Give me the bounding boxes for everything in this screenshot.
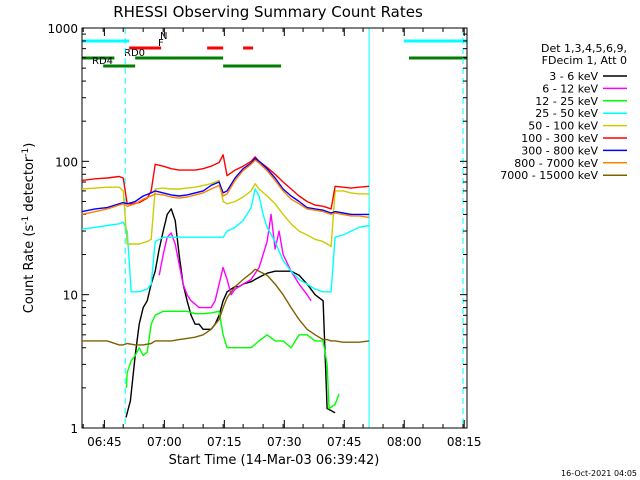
flag-label-f: F [158, 38, 164, 49]
legend-entry-label: 12 - 25 keV [535, 95, 598, 108]
series-line-3 [81, 188, 370, 293]
legend-entry-label: 100 - 300 keV [521, 132, 598, 145]
legend-header-2: FDecim 1, Att 0 [542, 54, 627, 67]
y-axis-label-sup1: -1 [21, 216, 31, 225]
x-tick-label: 08:15 [447, 435, 482, 449]
x-tick-label: 07:15 [207, 435, 242, 449]
y-tick-label: 1 [70, 422, 78, 436]
y-axis-label-sup2: -1 [21, 148, 31, 157]
x-tick-label: 08:00 [387, 435, 422, 449]
y-tick-label: 100 [55, 155, 78, 169]
y-axis-label-b: detector [22, 156, 37, 216]
flag-label-rd0: RD0 [124, 48, 145, 59]
flag-bars: NF RD0 RD4 [82, 31, 467, 68]
series-line-0 [125, 208, 336, 418]
x-tick-label: 07:45 [327, 435, 362, 449]
y-axis-label: Count Rate (s-1 detector-1) [21, 143, 37, 314]
flag-label-n: N [160, 31, 167, 42]
series-line-1 [158, 213, 312, 309]
series-line-8 [82, 268, 370, 346]
x-ticks: 06:45 07:00 07:15 07:30 07:45 08:00 08:15 [82, 28, 482, 449]
legend-entry-label: 300 - 800 keV [521, 144, 598, 157]
legend-entry-label: 25 - 50 keV [535, 107, 598, 120]
series-line-6 [81, 157, 370, 216]
flag-label-rd4: RD4 [92, 56, 113, 67]
plot-area [81, 27, 468, 429]
legend: Det 1,3,4,5,6,9, FDecim 1, Att 0 3 - 6 k… [500, 42, 627, 182]
legend-entry-label: 3 - 6 keV [549, 70, 598, 83]
legend-header-1: Det 1,3,4,5,6,9, [541, 42, 627, 55]
series-line-2 [125, 310, 340, 410]
x-tick-label: 06:45 [87, 435, 122, 449]
series-line-7 [81, 159, 370, 219]
x-tick-label: 07:00 [147, 435, 182, 449]
legend-entry-label: 800 - 7000 keV [514, 157, 598, 170]
y-tick-label: 1000 [47, 22, 78, 36]
chart-title: RHESSI Observing Summary Count Rates [113, 3, 423, 21]
series-lines [81, 154, 370, 418]
legend-entry-label: 7000 - 15000 keV [500, 169, 598, 182]
y-tick-label: 10 [63, 289, 78, 303]
x-axis-label: Start Time (14-Mar-03 06:39:42) [169, 453, 380, 468]
y-ticks: 1 10 100 1000 [47, 22, 467, 436]
y-axis-label-c: ) [22, 143, 37, 148]
legend-entry-label: 50 - 100 keV [528, 120, 598, 133]
y-axis-label-a: Count Rate (s [22, 225, 37, 314]
series-line-4 [81, 179, 370, 248]
x-tick-label: 07:30 [267, 435, 302, 449]
timestamp: 16-Oct-2021 04:05 [561, 469, 637, 478]
legend-entry-label: 6 - 12 keV [542, 82, 598, 95]
